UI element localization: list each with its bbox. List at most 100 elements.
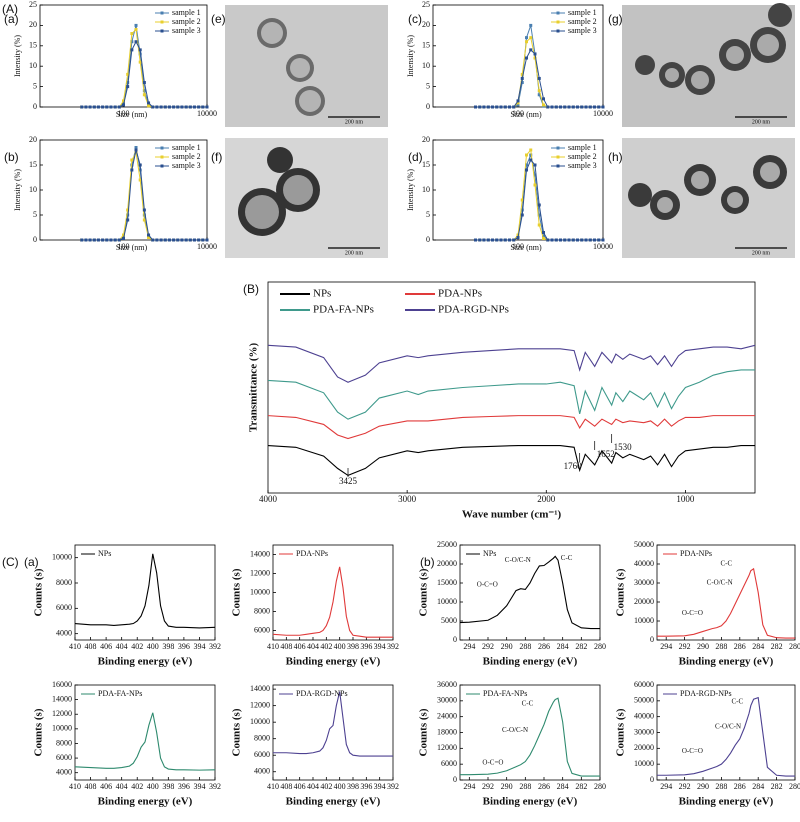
marker: [490, 238, 494, 242]
marker: [584, 238, 588, 242]
marker: [576, 105, 580, 109]
marker: [525, 36, 529, 40]
marker: [580, 238, 584, 242]
marker: [138, 48, 142, 52]
marker: [533, 163, 537, 167]
marker: [122, 237, 125, 240]
marker: [495, 105, 499, 109]
y-tick-label: 40000: [634, 559, 654, 568]
marker: [109, 105, 113, 109]
marker: [537, 76, 541, 80]
x-tick-label: 1000: [676, 494, 695, 504]
marker: [96, 238, 100, 242]
x-tick-label: 398: [347, 642, 359, 651]
marker: [96, 105, 100, 109]
y-tick-label: 12000: [250, 568, 270, 577]
legend-marker: [556, 164, 560, 168]
annotation: C-O/C-N: [502, 726, 528, 734]
marker: [537, 203, 541, 207]
marker: [172, 238, 176, 242]
marker: [499, 105, 503, 109]
marker: [130, 168, 134, 172]
y-axis-label: Counts (s): [615, 708, 627, 756]
marker: [580, 105, 584, 109]
marker: [486, 105, 490, 109]
x-tick-label: 394: [374, 642, 386, 651]
marker: [147, 104, 151, 108]
marker: [147, 233, 151, 237]
scale-bar-label: 200 nm: [345, 250, 364, 256]
x-tick-label: 408: [85, 642, 97, 651]
marker: [138, 178, 142, 182]
series-line: [272, 566, 393, 638]
annotation: C-O/C-N: [707, 579, 733, 587]
y-tick-label: 6000: [56, 753, 72, 762]
series-line: [267, 444, 755, 477]
x-tick-label: 294: [463, 782, 475, 791]
marker: [520, 81, 524, 85]
y-tick-label: 25: [422, 0, 430, 9]
y-tick-label: 15: [29, 41, 37, 50]
marker: [520, 198, 524, 202]
marker: [201, 238, 205, 242]
plot-frame: [74, 544, 216, 641]
x-tick-label: 408: [280, 642, 292, 651]
chart: 410 408 406 404 402 400 398 396 394 392 4000 6000 80…: [33, 680, 221, 808]
legend-label: sample 1: [172, 8, 201, 17]
marker: [180, 105, 184, 109]
x-tick-label: 392: [387, 642, 399, 651]
x-tick-label: 290: [697, 782, 709, 791]
legend-marker: [160, 146, 164, 150]
x-tick-label: 410: [267, 642, 279, 651]
marker: [571, 238, 575, 242]
tem-image-g: [622, 3, 795, 127]
panel-label: (g): [608, 12, 623, 26]
x-tick-label: 100: [118, 242, 130, 251]
marker: [533, 52, 537, 56]
series-line: [657, 696, 795, 777]
panel-label: (C): [2, 555, 19, 569]
y-tick-label: 0: [650, 775, 654, 784]
x-axis-label: Binding energy (eV): [483, 656, 578, 668]
y-tick-label: 16000: [52, 680, 72, 689]
marker: [525, 163, 529, 167]
x-tick-label: 282: [575, 642, 587, 651]
legend-label: sample 3: [172, 26, 201, 35]
y-tick-label: 40000: [634, 711, 654, 720]
marker: [176, 105, 180, 109]
y-tick-label: 10: [422, 185, 430, 194]
marker: [192, 105, 196, 109]
chart: 410 408 406 404 402 400 398 396 394 392 6000 8000 10…: [231, 544, 399, 668]
x-tick-label: 396: [360, 782, 372, 791]
y-tick-label: 12000: [250, 700, 270, 709]
marker: [482, 105, 486, 109]
panel-label: (a): [24, 555, 39, 569]
annotation: 1652: [597, 449, 615, 459]
tem-image-f: [225, 138, 388, 258]
marker: [525, 56, 529, 60]
x-tick-label: 396: [360, 642, 372, 651]
series-line: [267, 415, 755, 440]
scale-bar-label: 200 nm: [345, 119, 364, 125]
y-tick-label: 8000: [254, 606, 270, 615]
x-tick-label: 292: [679, 642, 691, 651]
marker: [142, 218, 146, 222]
x-axis-label: Size (nm): [510, 110, 542, 119]
marker: [101, 105, 105, 109]
panel-label: (c): [408, 12, 422, 26]
marker: [138, 163, 142, 167]
x-tick-label: 282: [771, 642, 783, 651]
marker: [597, 238, 601, 242]
marker: [541, 231, 545, 234]
legend-label: NPs: [483, 549, 496, 558]
marker: [486, 238, 490, 242]
x-tick-label: 290: [697, 642, 709, 651]
marker: [495, 238, 499, 242]
marker: [147, 101, 151, 105]
marker: [130, 48, 134, 52]
x-tick-label: 280: [789, 642, 800, 651]
marker: [550, 105, 554, 109]
x-tick-label: 284: [752, 782, 764, 791]
x-axis-label: Binding energy (eV): [98, 796, 193, 808]
x-axis-label: Binding energy (eV): [286, 656, 381, 668]
